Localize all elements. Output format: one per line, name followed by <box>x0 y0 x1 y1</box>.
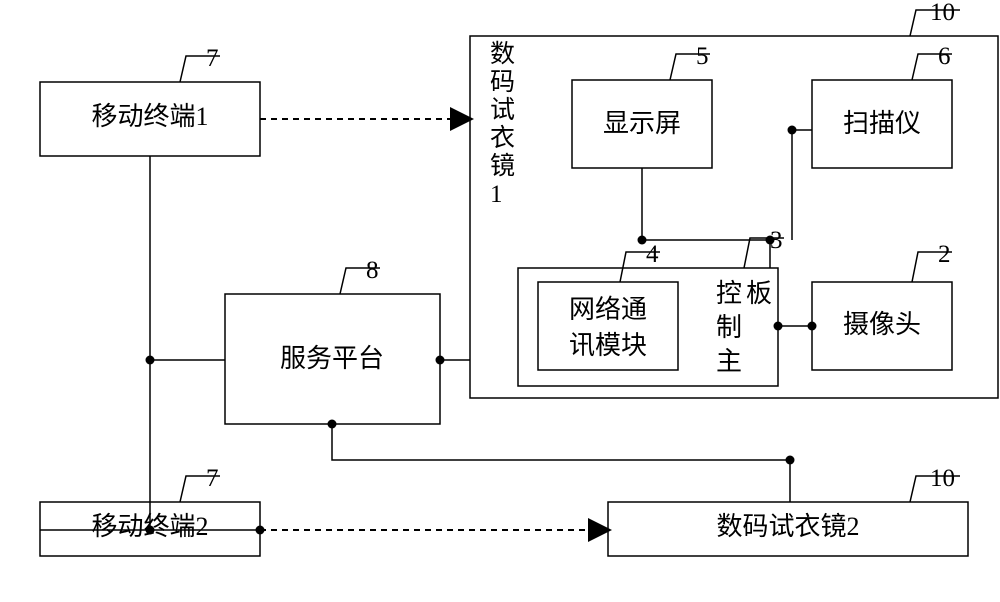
ref-num: 2 <box>938 241 951 268</box>
svc-label: 服务平台 <box>280 344 384 373</box>
ctrl-label: 控 <box>716 279 742 308</box>
mt1-label: 移动终端1 <box>91 102 208 131</box>
scan-label: 扫描仪 <box>843 109 921 138</box>
mir2-label: 数码试衣镜2 <box>716 512 859 541</box>
mirror-vertical-label: 试 <box>490 96 515 124</box>
mirror-vertical-label: 衣 <box>490 124 515 152</box>
ctrl-label: 主 <box>716 347 742 376</box>
ctrl-label: 制 <box>716 313 742 342</box>
ref-num: 4 <box>646 241 659 268</box>
ref-num: 6 <box>938 43 951 70</box>
junction-dot <box>788 126 797 135</box>
connection-2 <box>332 424 790 502</box>
junction-dot <box>436 356 445 365</box>
cam-label: 摄像头 <box>843 310 921 339</box>
mirror-vertical-label: 码 <box>490 69 515 96</box>
junction-dot <box>256 526 265 535</box>
ctrl-label: 板 <box>746 279 772 308</box>
disp-label: 显示屏 <box>603 109 681 138</box>
net-label: 讯模块 <box>569 331 647 360</box>
ref-num: 7 <box>206 465 219 492</box>
junction-dot <box>328 420 337 429</box>
junction-dot <box>146 356 155 365</box>
ref-num: 3 <box>770 227 783 254</box>
net-label: 网络通 <box>569 295 647 324</box>
ref-num: 5 <box>696 43 709 70</box>
mirror-vertical-label: 1 <box>490 181 503 208</box>
ref-num: 8 <box>366 257 379 284</box>
junction-dot <box>774 322 783 331</box>
mirror-vertical-label: 数 <box>490 40 515 68</box>
junction-dot <box>808 322 817 331</box>
junction-dot <box>786 456 795 465</box>
mirror-vertical-label: 镜 <box>490 152 515 180</box>
junction-dot <box>146 526 155 535</box>
ref-num: 10 <box>930 0 955 26</box>
ref-num: 10 <box>930 465 955 492</box>
ref-num: 7 <box>206 45 219 72</box>
